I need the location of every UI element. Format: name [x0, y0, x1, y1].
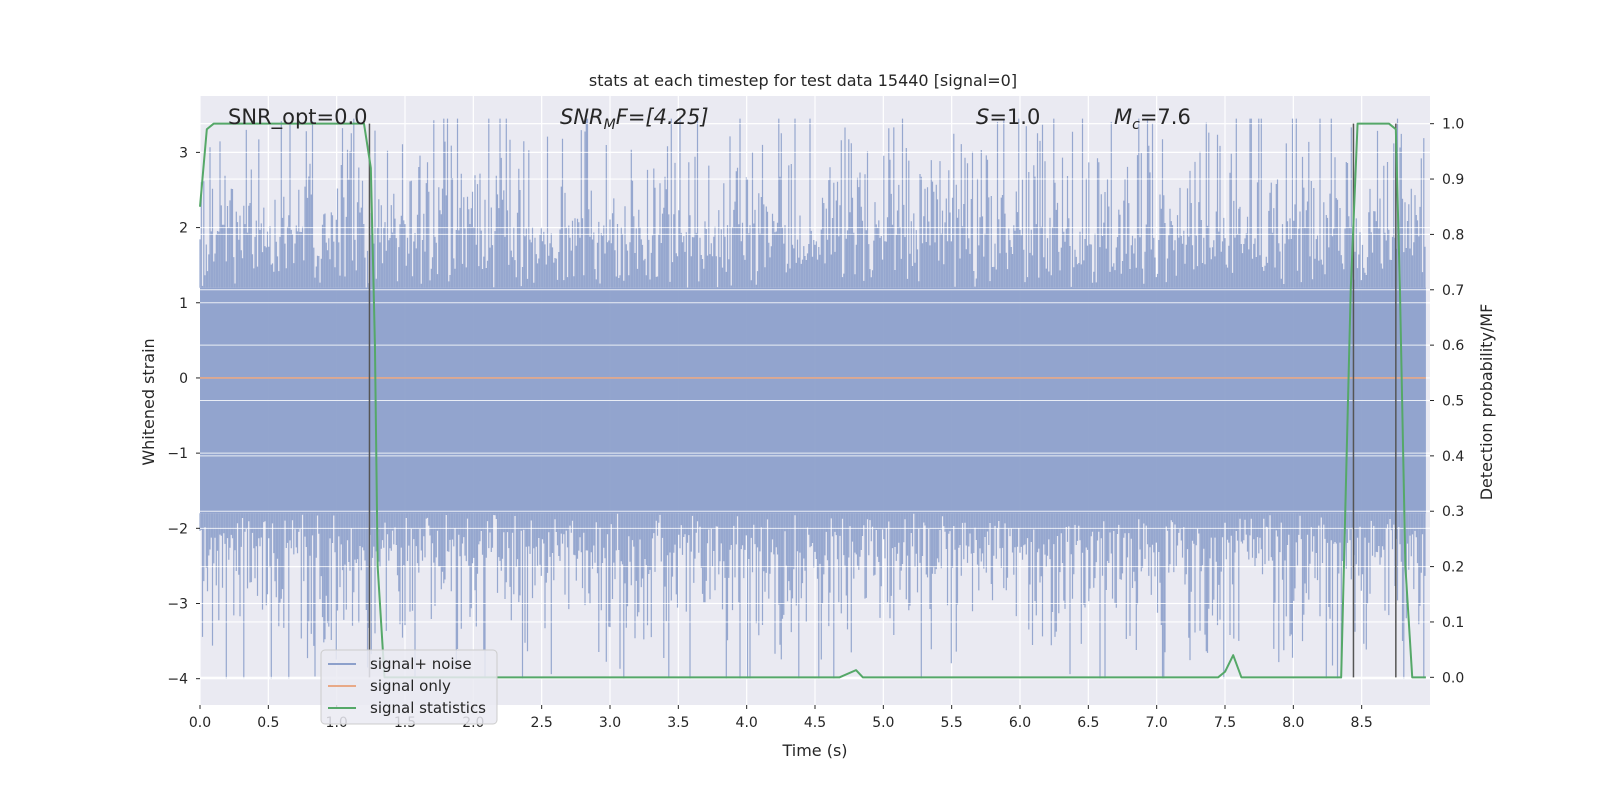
x-axis-ticks: 0.00.51.01.52.02.53.03.54.04.55.05.56.06…: [189, 705, 1373, 731]
y-tick-label: −4: [167, 672, 188, 688]
mc-annotation: Mc=7.6: [1114, 105, 1191, 133]
noise-upper-spikes: [199, 118, 1426, 288]
x-tick-label: 4.0: [736, 715, 758, 731]
y2-tick-label: 0.0: [1442, 670, 1464, 686]
y2-tick-label: 0.3: [1442, 504, 1464, 520]
s-annotation: S=1.0: [976, 105, 1040, 129]
mc-subscript: c: [1132, 117, 1140, 133]
y2-tick-label: 0.4: [1442, 449, 1464, 465]
x-tick-label: 6.5: [1077, 715, 1099, 731]
y2-tick-label: 1.0: [1442, 117, 1464, 133]
snr-mf-suffix: F=[4.25]: [616, 105, 709, 129]
y2-tick-label: 0.1: [1442, 615, 1464, 631]
x-tick-label: 3.5: [667, 715, 689, 731]
x-tick-label: 3.0: [599, 715, 621, 731]
legend-box: [320, 649, 498, 725]
y-tick-label: −2: [167, 521, 188, 537]
legend-label-signal-statistics: signal statistics: [370, 699, 486, 717]
noise-lower-spikes: [199, 513, 1426, 679]
legend: signal+ noise signal only signal statist…: [320, 649, 498, 725]
x-tick-label: 0.5: [257, 715, 279, 731]
snr-mf-subscript: M: [604, 117, 616, 133]
x-tick-label: 8.5: [1351, 715, 1373, 731]
y2-tick-label: 0.2: [1442, 560, 1464, 576]
x-tick-label: 7.0: [1146, 715, 1168, 731]
y-tick-label: 0: [179, 371, 188, 387]
y2-tick-label: 0.8: [1442, 227, 1464, 243]
y2-tick-label: 0.6: [1442, 338, 1464, 354]
y2-axis-ticks: 1.0 0.9 0.8 0.7 0.6 0.5 0.4 0.3 0.2 0.1 0.0: [1430, 117, 1464, 686]
y-tick-label: 1: [179, 296, 188, 312]
snr-mf-annotation: SNRMF=[4.25]: [560, 105, 709, 133]
y2-tick-label: 0.9: [1442, 172, 1464, 188]
x-tick-label: 2.5: [531, 715, 553, 731]
x-tick-label: 5.0: [872, 715, 894, 731]
x-tick-label: 7.5: [1214, 715, 1236, 731]
y-tick-label: −3: [167, 597, 188, 613]
snr-opt-annotation: SNR_opt=0.0: [228, 105, 368, 130]
x-tick-label: 8.0: [1282, 715, 1304, 731]
legend-label-signal-noise: signal+ noise: [370, 655, 472, 673]
y-tick-label: 3: [179, 145, 188, 161]
x-tick-label: 6.0: [1009, 715, 1031, 731]
snr-mf-prefix: SNR: [560, 105, 604, 129]
x-axis-label: Time (s): [781, 741, 847, 760]
x-tick-label: 4.5: [804, 715, 826, 731]
signal-statistics-line: [199, 122, 1426, 679]
x-tick-label: 5.5: [941, 715, 963, 731]
x-tick-label: 0.0: [189, 715, 211, 731]
mc-label: M: [1114, 105, 1132, 129]
plot-area: [199, 96, 1430, 705]
legend-label-signal-only: signal only: [370, 677, 451, 695]
signal-noise-series: [199, 118, 1430, 680]
y-axis-label: Whitened strain: [139, 338, 158, 465]
y-axis-ticks: 3 2 1 0 −1 −2 −3 −4: [167, 145, 200, 688]
signal-statistics-series: [199, 122, 1426, 679]
s-label: S: [976, 105, 989, 129]
y2-tick-label: 0.5: [1442, 394, 1464, 410]
annotations: SNR_opt=0.0 SNRMF=[4.25] S=1.0 Mc=7.6: [228, 105, 1191, 133]
y2-axis-label: Detection probability/MF: [1477, 304, 1496, 501]
y-tick-label: 2: [179, 221, 188, 237]
s-value: =1.0: [989, 105, 1040, 129]
y2-tick-label: 0.7: [1442, 283, 1464, 299]
mc-value: =7.6: [1140, 105, 1191, 129]
chart-title: stats at each timestep for test data 154…: [589, 71, 1017, 90]
y-tick-label: −1: [167, 446, 188, 462]
